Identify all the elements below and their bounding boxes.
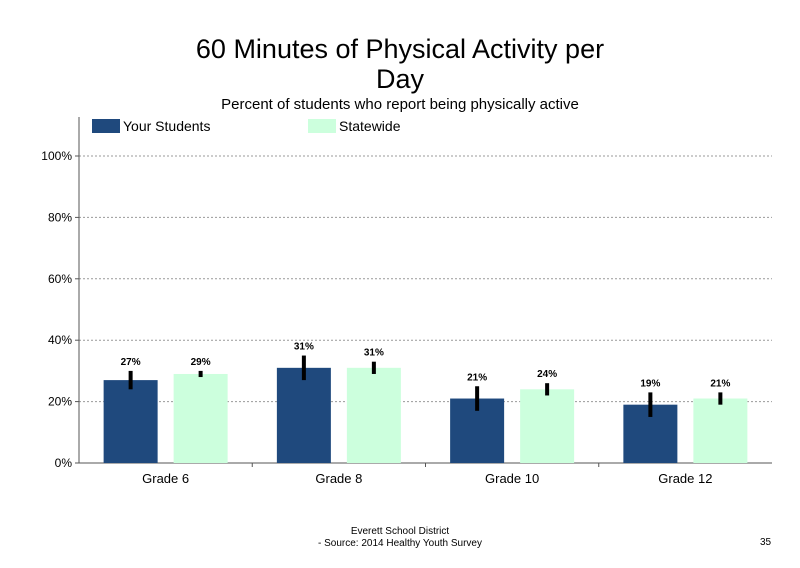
footer-line1: Everett School District [350,526,450,537]
chart-subtitle: Percent of students who report being phy… [221,96,579,113]
x-tick-label: Grade 6 [142,471,189,486]
footer: Everett School District - Source: 2014 H… [250,526,550,550]
page-number: 35 [760,537,772,548]
y-tick-label: 20% [48,395,72,409]
legend-label: Statewide [339,118,401,134]
y-tick-label: 40% [48,333,72,347]
bar [520,389,575,463]
y-tick-label: 60% [48,272,72,286]
data-label: 21% [467,372,487,383]
data-label: 31% [294,342,314,353]
chart-title: 60 Minutes of Physical Activity per Day [150,34,650,94]
bar [103,380,158,463]
y-tick-label: 0% [55,456,73,470]
bar [276,367,331,463]
x-tick-label: Grade 10 [485,471,539,486]
data-label: 21% [710,378,730,389]
legend-swatch [92,119,120,133]
data-label: 19% [640,378,660,389]
footer-line2: - Source: 2014 Healthy Youth Survey [318,538,482,549]
chart-title-line1: 60 Minutes of Physical Activity per [195,34,605,64]
data-label: 24% [537,369,557,380]
data-label: 31% [364,348,384,359]
chart-title-line2: Day [375,64,424,94]
data-label: 27% [121,357,141,368]
y-tick-label: 80% [48,210,72,224]
data-label: 29% [191,357,211,368]
x-tick-label: Grade 8 [315,471,362,486]
x-tick-label: Grade 12 [658,471,712,486]
bar [346,367,401,463]
y-tick-label: 100% [41,149,72,163]
bar [693,398,748,463]
legend-swatch [308,119,336,133]
bar [173,373,228,463]
legend-label: Your Students [123,118,210,134]
